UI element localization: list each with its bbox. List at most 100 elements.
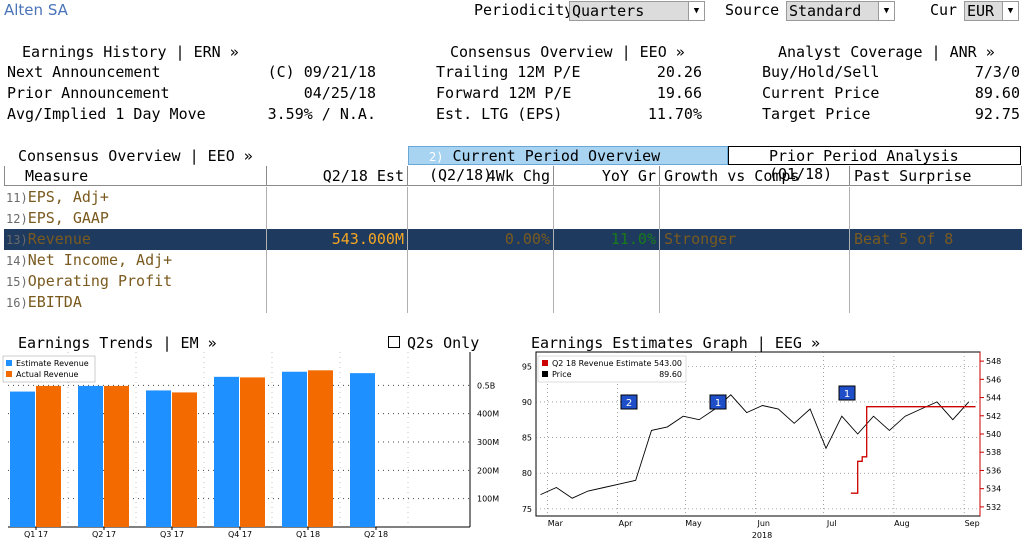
cell-past-surprise[interactable] <box>849 271 1022 292</box>
earnings-estimates-graph-title[interactable]: Earnings Estimates Graph | EEG » <box>531 334 820 352</box>
table-row[interactable]: 15)Operating Profit <box>4 271 1022 292</box>
cell-4wk-chg[interactable] <box>407 208 553 229</box>
cell-yoy[interactable] <box>553 208 659 229</box>
event-badge-label[interactable]: 2 <box>626 398 632 409</box>
x-tick-label: Aug <box>894 519 910 528</box>
eeg-legend: Q2 18 Revenue Estimate 543.00 Price 89.6… <box>537 355 687 383</box>
header-4wk-chg[interactable]: 4Wk Chg <box>407 166 553 186</box>
earnings-trends-title[interactable]: Earnings Trends | EM » <box>18 334 217 352</box>
cell-4wk-chg[interactable] <box>407 187 553 208</box>
actual-bar[interactable] <box>308 370 333 527</box>
consensus-section-title[interactable]: Consensus Overview | EEO » <box>18 147 253 165</box>
estimate-bar[interactable] <box>78 385 103 527</box>
q2s-only-checkbox[interactable] <box>388 336 400 348</box>
cell-yoy[interactable] <box>553 271 659 292</box>
header-past-surprise[interactable]: Past Surprise <box>849 166 1022 186</box>
cell-est[interactable] <box>266 271 407 292</box>
row-label[interactable]: 16)EBITDA <box>6 292 82 314</box>
event-badge-label[interactable]: 1 <box>715 398 721 409</box>
table-row[interactable]: 11)EPS, Adj+ <box>4 187 1022 208</box>
tab-prior-label: Prior Period Analysis (Q1/18) <box>769 147 959 183</box>
actual-bar[interactable] <box>36 385 61 527</box>
cell-past-surprise[interactable] <box>849 250 1022 271</box>
header-growth-vs-comps[interactable]: Growth vs Comps <box>659 166 849 186</box>
cell-yoy[interactable] <box>553 187 659 208</box>
trailing-pe-value: 20.26 <box>656 63 702 81</box>
price-line[interactable] <box>540 394 970 499</box>
cell-est[interactable] <box>266 250 407 271</box>
actual-bar[interactable] <box>240 377 265 527</box>
header-yoy-gr[interactable]: YoY Gr <box>553 166 659 186</box>
actual-bar[interactable] <box>172 392 197 527</box>
y-right-tick-label: 532 <box>986 503 1001 512</box>
cell-4wk-chg[interactable]: 0.00% <box>407 229 553 250</box>
event-badges[interactable]: 2 1 1 <box>620 385 856 410</box>
analyst-coverage-title[interactable]: Analyst Coverage | ANR » <box>778 43 995 61</box>
cell-past-surprise[interactable] <box>849 292 1022 313</box>
consensus-overview-title[interactable]: Consensus Overview | EEO » <box>450 43 685 61</box>
periodicity-dropdown[interactable]: Quarters ▼ <box>569 1 705 21</box>
cell-past-surprise[interactable] <box>849 187 1022 208</box>
table-row[interactable]: 13)Revenue 543.000M 0.00% 11.0% Stronger Beat… <box>4 229 1022 250</box>
cell-growth-vs-comps[interactable] <box>659 187 849 208</box>
header-measure[interactable]: Measure <box>4 166 266 186</box>
header-q218-est[interactable]: Q2/18 Est <box>266 166 407 186</box>
source-dropdown[interactable]: Standard ▼ <box>786 1 895 21</box>
y-right-tick-label: 540 <box>986 430 1001 439</box>
dropdown-arrow-icon[interactable]: ▼ <box>688 2 704 20</box>
dropdown-arrow-icon[interactable]: ▼ <box>878 2 894 20</box>
revenue-estimate-line[interactable] <box>850 406 976 494</box>
estimate-bar[interactable] <box>350 373 375 527</box>
cell-yoy[interactable] <box>553 250 659 271</box>
table-row[interactable]: 14)Net Income, Adj+ <box>4 250 1022 271</box>
estimate-bar[interactable] <box>146 390 171 527</box>
cell-est[interactable] <box>266 208 407 229</box>
actual-bar[interactable] <box>104 385 129 527</box>
legend-revenue-value: 543.00 <box>654 359 682 368</box>
cell-est[interactable] <box>266 187 407 208</box>
row-label[interactable]: 14)Net Income, Adj+ <box>6 250 172 272</box>
tab-prior-period[interactable]: Prior Period Analysis (Q1/18) <box>728 146 1021 183</box>
cell-past-surprise[interactable] <box>849 208 1022 229</box>
row-label[interactable]: 11)EPS, Adj+ <box>6 187 109 209</box>
cell-yoy[interactable] <box>553 292 659 313</box>
row-label[interactable]: 15)Operating Profit <box>6 271 172 293</box>
cell-growth-vs-comps[interactable] <box>659 271 849 292</box>
y-tick-label: 200M <box>477 466 499 475</box>
cell-4wk-chg[interactable] <box>407 292 553 313</box>
y-right-tick-label: 534 <box>986 485 1001 494</box>
tab-current-label: Current Period Overview (Q2/18) <box>429 147 661 184</box>
dropdown-arrow-icon[interactable]: ▼ <box>1002 2 1018 20</box>
event-badge-label[interactable]: 1 <box>844 389 850 400</box>
x-tick-label: Jun <box>756 519 770 528</box>
cell-growth-vs-comps[interactable] <box>659 292 849 313</box>
tab-current-period[interactable]: 2) Current Period Overview (Q2/18) <box>408 146 728 184</box>
cell-4wk-chg[interactable] <box>407 271 553 292</box>
earnings-history-title[interactable]: Earnings History | ERN » <box>22 43 239 61</box>
cell-growth-vs-comps[interactable] <box>659 208 849 229</box>
eeg-legend-box <box>537 355 687 383</box>
estimate-bar[interactable] <box>10 391 35 527</box>
estimate-bar[interactable] <box>282 371 307 527</box>
table-row[interactable]: 16)EBITDA <box>4 292 1022 313</box>
cell-4wk-chg[interactable] <box>407 250 553 271</box>
currency-dropdown[interactable]: EUR ▼ <box>964 1 1019 21</box>
cell-est[interactable]: 543.000M <box>266 229 407 250</box>
cell-est[interactable] <box>266 292 407 313</box>
row-measure: Operating Profit <box>27 272 173 290</box>
estimate-bar[interactable] <box>214 376 239 527</box>
legend-estimate-swatch <box>6 360 12 366</box>
source-value: Standard <box>789 2 862 20</box>
cell-yoy[interactable]: 11.0% <box>553 229 659 250</box>
table-row[interactable]: 12)EPS, GAAP <box>4 208 1022 229</box>
x-tick-label: Q3 17 <box>160 530 184 539</box>
row-label[interactable]: 12)EPS, GAAP <box>6 208 109 230</box>
cell-past-surprise[interactable]: Beat 5 of 8 <box>849 229 1022 250</box>
cell-growth-vs-comps[interactable] <box>659 250 849 271</box>
target-price-value: 92.75 <box>974 105 1020 123</box>
row-measure: EBITDA <box>27 293 82 311</box>
row-label[interactable]: 13)Revenue <box>6 229 91 251</box>
company-name[interactable]: Alten SA <box>4 1 68 19</box>
est-ltg-label: Est. LTG (EPS) <box>436 105 563 123</box>
cell-growth-vs-comps[interactable]: Stronger <box>659 229 849 250</box>
